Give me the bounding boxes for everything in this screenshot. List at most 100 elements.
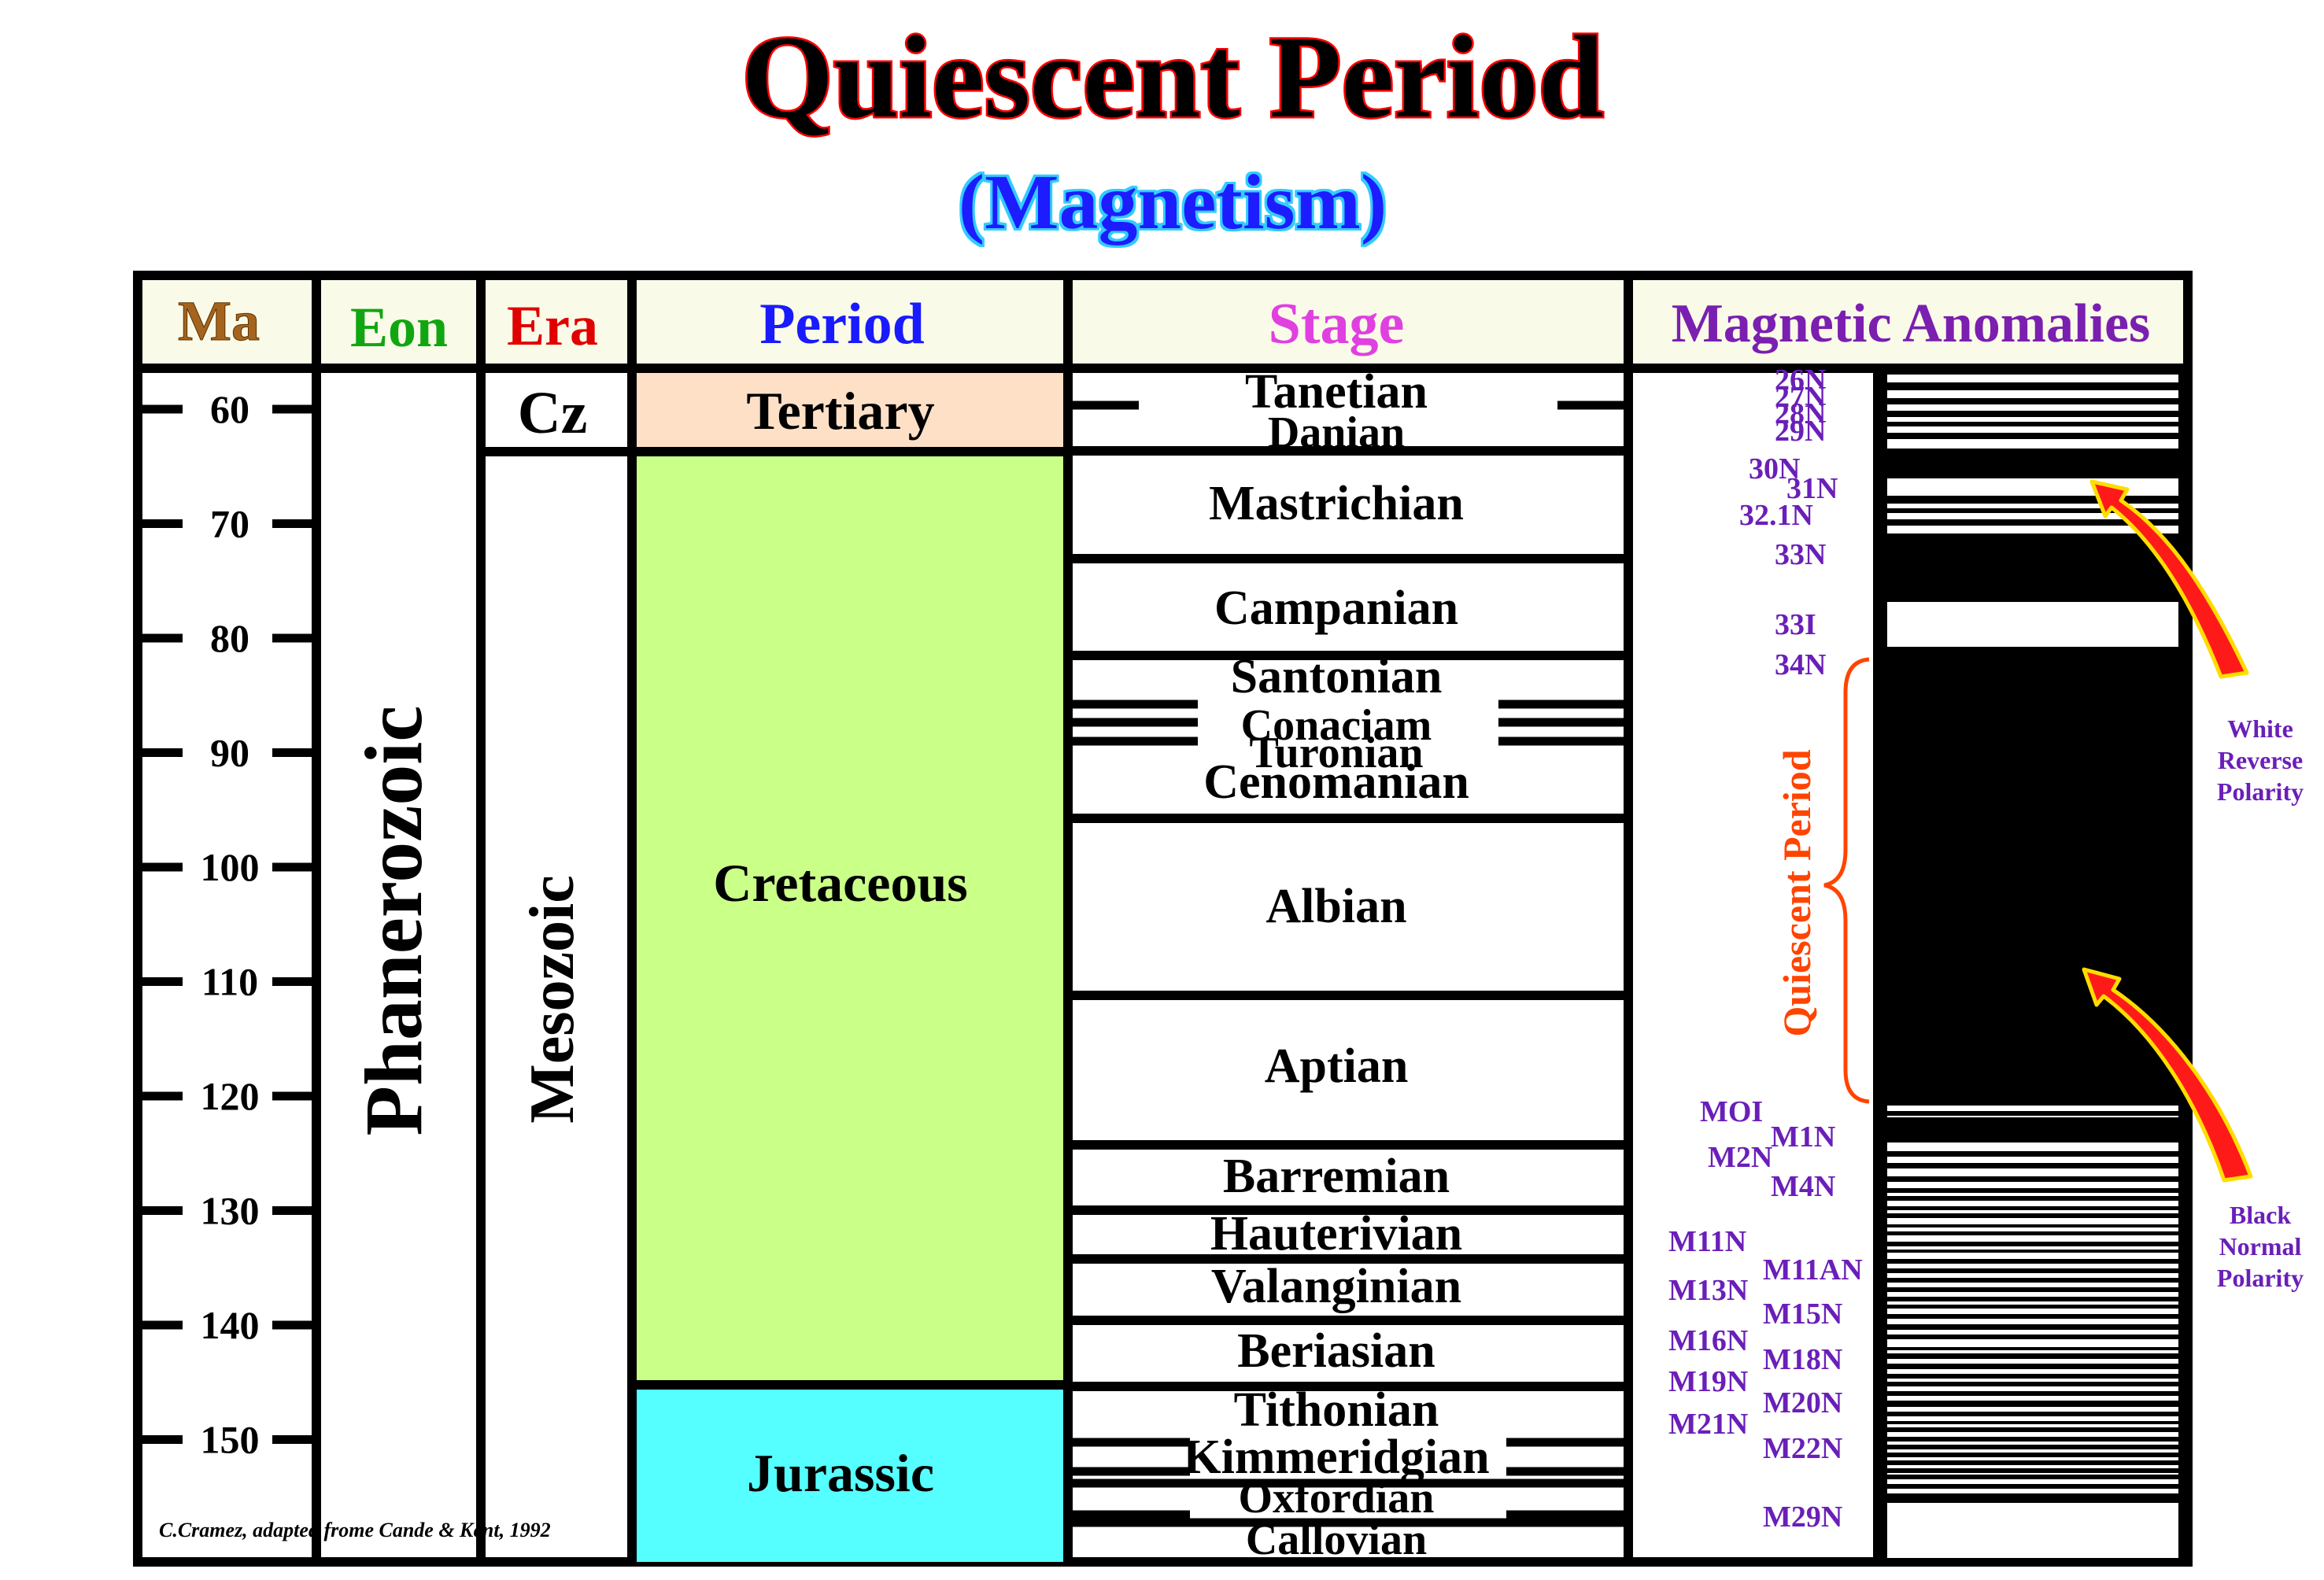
anomaly-label: M1N	[1771, 1120, 1835, 1154]
header-cell	[142, 280, 313, 367]
polarity-reverse-band	[1887, 375, 2178, 382]
anomaly-label: M13N	[1668, 1274, 1748, 1307]
period-fill-cretaceous	[636, 456, 1064, 1381]
anomaly-label: 33I	[1775, 608, 1816, 641]
header-stage: Stage	[1269, 292, 1405, 356]
stage-label: Kimmeridgian	[1183, 1430, 1489, 1484]
polarity-reverse-band	[1887, 1359, 2178, 1364]
polarity-reverse-band	[1887, 1407, 2178, 1412]
polarity-reverse-band	[1887, 1182, 2178, 1188]
annotation-black-line2: Normal	[2219, 1232, 2302, 1261]
polarity-reverse-band	[1887, 1416, 2178, 1421]
polarity-reverse-band	[1887, 478, 2178, 496]
annotation-white-reverse: White Reverse Polarity	[2217, 714, 2304, 806]
polarity-reverse-band	[1887, 1157, 2178, 1163]
arrow-white-reverse	[2089, 479, 2249, 679]
anomaly-label: M18N	[1763, 1343, 1842, 1376]
table-frame	[133, 271, 2193, 1567]
polarity-reverse-band	[1887, 513, 2178, 519]
quiescent-label: Quiescent Period	[1775, 749, 1819, 1036]
annotation-black-normal: Black Normal Polarity	[2217, 1201, 2304, 1292]
anomaly-label: 33N	[1775, 538, 1826, 571]
anomaly-label: M22N	[1763, 1432, 1842, 1465]
annotation-white-line1: White	[2227, 714, 2293, 743]
stage-label: Conaciam	[1241, 701, 1432, 750]
ma-tick-label: 100	[201, 845, 260, 889]
anomaly-label: M15N	[1763, 1298, 1842, 1331]
polarity-reverse-band	[1887, 1449, 2178, 1453]
ma-tick-label: 70	[210, 502, 249, 546]
anomaly-label: 27N	[1775, 381, 1826, 414]
period-fill-jurassic	[636, 1389, 1064, 1562]
anomaly-labels: 26N27N28N29N30N31N32.1N33N33I34NMOIM1NM2…	[1668, 364, 1863, 1534]
quiescent-brace	[1823, 657, 1870, 1104]
anomaly-label: 31N	[1786, 472, 1838, 505]
stage-label: Callovian	[1246, 1515, 1427, 1564]
stage-label: Turonian	[1249, 729, 1423, 777]
polarity-reverse-band	[1887, 417, 2178, 422]
polarity-reverse-band	[1887, 1283, 2178, 1287]
stage-label: Cenomanian	[1203, 755, 1469, 809]
polarity-reverse-band	[1887, 1292, 2178, 1297]
ma-tick-label: 90	[210, 731, 249, 775]
ma-tick-label: 80	[210, 616, 249, 660]
polarity-bars	[1882, 373, 2183, 1558]
polarity-reverse-band	[1887, 1227, 2178, 1231]
stage-label: Beriasian	[1237, 1324, 1435, 1378]
diagram-title: Quiescent Period	[741, 12, 1604, 142]
polarity-reverse-band	[1887, 1432, 2178, 1437]
polarity-reverse-band	[1887, 1168, 2178, 1176]
stage-label: Albian	[1265, 880, 1406, 933]
header-cell	[1072, 280, 1624, 367]
stage-label: Hauterivian	[1210, 1207, 1462, 1261]
polarity-reverse-band	[1887, 1479, 2178, 1484]
period-label-jurassic: Jurassic	[747, 1443, 934, 1503]
anomaly-label: 32.1N	[1739, 499, 1813, 532]
polarity-reverse-band	[1887, 1273, 2178, 1278]
polarity-reverse-band	[1887, 426, 2178, 433]
period-label-cretaceous: Cretaceous	[713, 853, 968, 913]
stage-label: Valanginian	[1211, 1260, 1461, 1313]
anomaly-label: 29N	[1775, 415, 1826, 448]
credit-text: C.Cramez, adapted frome Cande & Kent, 19…	[159, 1519, 551, 1541]
annotation-black-line1: Black	[2230, 1201, 2291, 1229]
anomaly-label: M20N	[1763, 1386, 1842, 1419]
header-anomalies: Magnetic Anomalies	[1672, 293, 2151, 354]
stage-label: Barremian	[1223, 1150, 1450, 1203]
polarity-reverse-band	[1887, 1116, 2178, 1117]
polarity-reverse-band	[1887, 1465, 2178, 1468]
polarity-reverse-band	[1887, 1246, 2178, 1250]
annotation-white-line2: Reverse	[2218, 746, 2303, 774]
polarity-reverse-band	[1887, 1301, 2178, 1305]
polarity-reverse-band	[1887, 1489, 2178, 1493]
arrow-black-normal	[2082, 967, 2253, 1183]
polarity-reverse-band	[1887, 1442, 2178, 1445]
header-period: Period	[759, 292, 925, 356]
anomaly-label: M11N	[1668, 1225, 1746, 1258]
header-cell	[320, 280, 476, 367]
header-eon: Eon	[350, 296, 448, 359]
anomaly-label: 30N	[1749, 452, 1800, 485]
ma-axis: 60 70 80 90 100 110 120 130 140 150	[142, 387, 313, 1462]
polarity-reverse-band	[1887, 1369, 2178, 1374]
polarity-reverse-band	[1887, 1235, 2178, 1242]
polarity-reverse-band	[1887, 1264, 2178, 1268]
polarity-reverse-band	[1887, 1319, 2178, 1324]
anomaly-label: 26N	[1775, 364, 1826, 397]
anomaly-label: M16N	[1668, 1324, 1748, 1357]
ma-tick-label: 140	[201, 1303, 260, 1347]
annotation-white-line3: Polarity	[2217, 777, 2304, 806]
stage-label: Tithonian	[1234, 1383, 1439, 1437]
stage-label: Mastrichian	[1209, 477, 1464, 530]
eon-label: Phanerozoic	[349, 706, 439, 1136]
ma-tick-label: 120	[201, 1074, 260, 1118]
polarity-reverse-band	[1887, 1210, 2178, 1213]
polarity-reverse-band	[1887, 1218, 2178, 1224]
period-label-tertiary: Tertiary	[746, 381, 934, 441]
polarity-reverse-band	[1887, 602, 2178, 647]
anomaly-label: 28N	[1775, 397, 1826, 430]
anomaly-label: M2N	[1708, 1141, 1772, 1174]
